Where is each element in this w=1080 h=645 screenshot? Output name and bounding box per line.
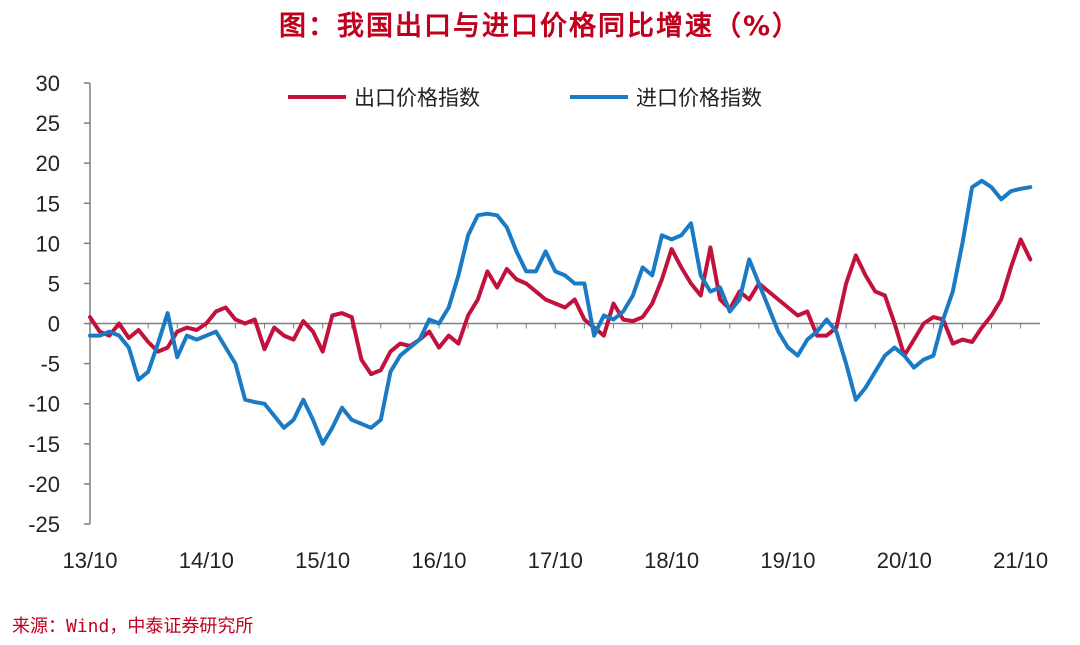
x-tick-label: 20/10 [877,548,932,573]
y-tick-label: -25 [28,512,60,537]
legend-label: 出口价格指数 [354,86,480,110]
y-tick-label: 15 [36,191,60,216]
y-tick-label: 0 [48,312,60,337]
x-tick-label: 21/10 [993,548,1048,573]
legend-label: 进口价格指数 [636,86,762,110]
x-tick-label: 18/10 [644,548,699,573]
x-tick-label: 15/10 [295,548,350,573]
x-tick-label: 14/10 [179,548,234,573]
x-tick-label: 19/10 [760,548,815,573]
source-note: 来源：Wind，中泰证券研究所 [12,616,254,637]
y-tick-label: 20 [36,151,60,176]
y-tick-label: -20 [28,472,60,497]
chart-title: 图：我国出口与进口价格同比增速（%） [278,11,802,42]
y-tick-label: -10 [28,392,60,417]
y-tick-label: 25 [36,111,60,136]
import-price-line [88,178,1033,446]
y-tick-label: 30 [36,71,60,96]
x-tick-label: 13/10 [62,548,117,573]
y-tick-label: -5 [40,352,60,377]
legend: 出口价格指数 进口价格指数 [288,86,762,110]
y-tick-label: -15 [28,432,60,457]
export-price-line [88,237,1033,377]
series-lines [88,178,1033,446]
x-tick-label: 17/10 [528,548,583,573]
y-tick-label: 5 [48,271,60,296]
x-tick-label: 16/10 [411,548,466,573]
y-tick-label: 10 [36,231,60,256]
